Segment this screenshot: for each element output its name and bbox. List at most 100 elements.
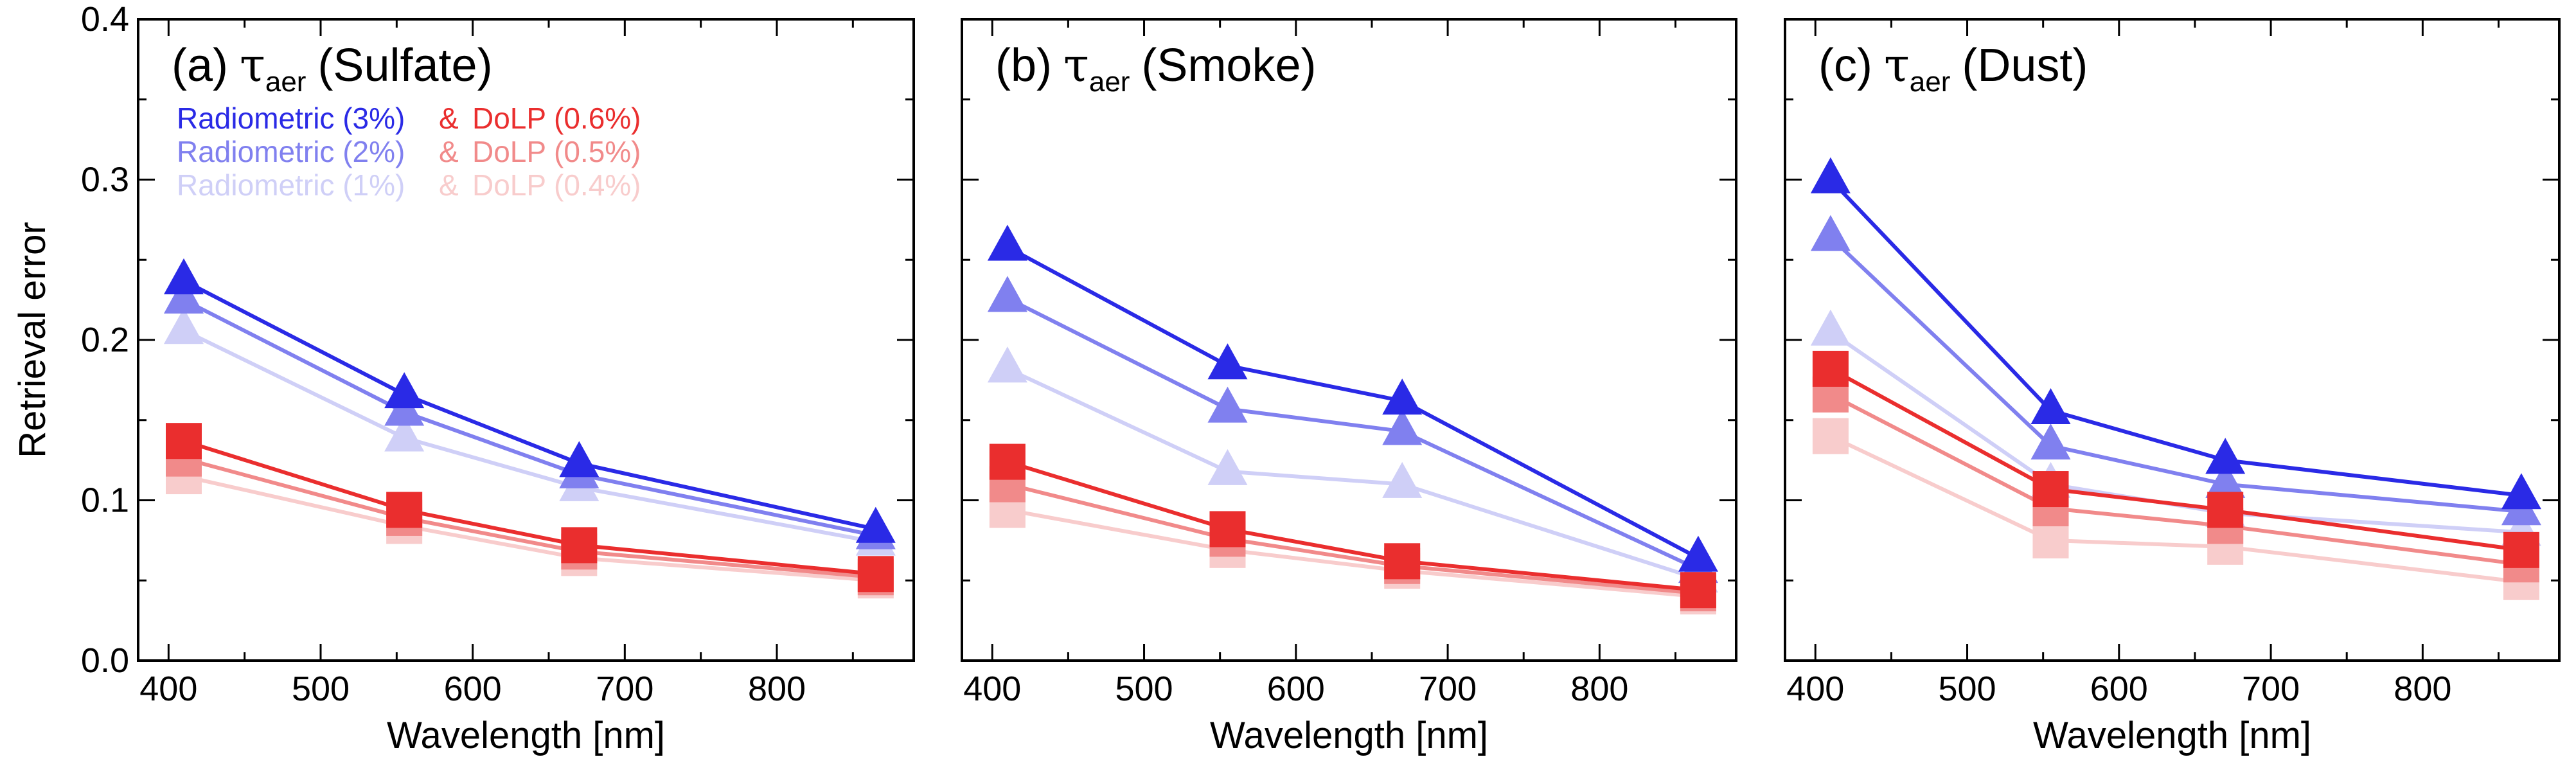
panel-title: (a) τaer (Sulfate) bbox=[172, 38, 493, 98]
legend-dolp-label: DoLP (0.4%) bbox=[472, 168, 641, 202]
series-radiometric-1 bbox=[1810, 309, 2541, 546]
square-marker bbox=[561, 527, 598, 564]
series-dolp-0-4 bbox=[166, 458, 894, 599]
x-tick-label: 600 bbox=[1267, 670, 1325, 708]
x-tick-label: 400 bbox=[1786, 670, 1844, 708]
legend-ampersand: & bbox=[439, 135, 459, 168]
legend-dolp-label: DoLP (0.5%) bbox=[472, 135, 641, 168]
series-line bbox=[183, 439, 876, 576]
title-panel-label: (c) bbox=[1818, 40, 1872, 91]
panel-title: (c) τaer (Dust) bbox=[1818, 38, 2088, 98]
y-tick-label: 0.1 bbox=[81, 481, 129, 520]
series-line bbox=[1829, 367, 2522, 552]
square-marker bbox=[2503, 531, 2539, 568]
triangle-marker bbox=[164, 277, 204, 314]
x-tick-label: 400 bbox=[139, 670, 197, 708]
legend-ampersand: & bbox=[439, 168, 459, 202]
x-tick-label: 500 bbox=[1115, 670, 1173, 708]
triangle-marker bbox=[2205, 461, 2246, 498]
series-line bbox=[182, 298, 876, 538]
triangle-marker bbox=[987, 224, 1027, 261]
x-tick-label: 500 bbox=[1938, 670, 1996, 708]
series-radiometric-3 bbox=[164, 258, 896, 543]
legend-ampersand: & bbox=[439, 102, 459, 135]
square-marker bbox=[857, 556, 894, 592]
triangle-marker bbox=[2205, 438, 2246, 474]
square-marker bbox=[2207, 492, 2244, 528]
title-title-suffix: (Smoke) bbox=[1141, 40, 1316, 91]
series-line bbox=[1829, 236, 2522, 513]
x-tick-label: 700 bbox=[596, 670, 653, 708]
series-dolp-0-6 bbox=[166, 423, 894, 592]
series-line bbox=[1829, 178, 2522, 497]
x-tick-label: 700 bbox=[1419, 670, 1477, 708]
chart-panel-1: 400 500 600 700 800 0.0 0.1 0.2 0.3 0.4 Wavelength… bbox=[12, 0, 915, 756]
square-marker bbox=[166, 423, 202, 459]
title-title-suffix: (Sulfate) bbox=[317, 40, 492, 91]
x-tick-label: 800 bbox=[1570, 670, 1628, 708]
legend-radiometric-label: Radiometric (3%) bbox=[177, 102, 405, 135]
series-line bbox=[1007, 482, 1699, 596]
series-line bbox=[1006, 245, 1700, 560]
x-axis-label: Wavelength [nm] bbox=[1210, 715, 1488, 756]
square-marker bbox=[1812, 418, 1849, 454]
legend-radiometric-label: Radiometric (1%) bbox=[177, 168, 405, 202]
title-panel-label: (b) bbox=[995, 40, 1052, 91]
triangle-marker bbox=[987, 276, 1027, 312]
legend-radiometric-label: Radiometric (2%) bbox=[177, 135, 405, 168]
triangle-marker bbox=[384, 415, 425, 452]
title-title-suffix: (Dust) bbox=[1962, 40, 2088, 91]
y-tick-label: 0.4 bbox=[81, 0, 129, 39]
y-axis-label: Retrieval error bbox=[12, 222, 53, 458]
triangle-marker bbox=[1207, 343, 1248, 380]
triangle-marker bbox=[559, 441, 600, 477]
legend-dolp-label: DoLP (0.6%) bbox=[472, 102, 641, 135]
series-line bbox=[182, 279, 876, 531]
y-tick-label: 0.0 bbox=[81, 641, 129, 680]
triangle-marker bbox=[2501, 473, 2541, 510]
x-tick-label: 800 bbox=[748, 670, 806, 708]
x-tick-label: 600 bbox=[444, 670, 502, 708]
series-line bbox=[182, 328, 876, 544]
triangle-marker bbox=[1810, 157, 1851, 193]
x-tick-label: 700 bbox=[2242, 670, 2300, 708]
triangle-marker bbox=[1382, 461, 1423, 498]
series-line bbox=[183, 456, 876, 580]
x-tick-label: 800 bbox=[2394, 670, 2451, 708]
series-dolp-0-6 bbox=[1812, 350, 2539, 568]
square-marker bbox=[2032, 471, 2069, 508]
triangle-marker bbox=[1382, 409, 1423, 445]
title-title-symbol: τ bbox=[240, 38, 265, 92]
series-radiometric-1 bbox=[987, 346, 1718, 593]
triangle-marker bbox=[1207, 449, 1248, 485]
triangle-marker bbox=[987, 346, 1027, 383]
triangle-marker bbox=[164, 258, 204, 294]
x-tick-label: 500 bbox=[292, 670, 350, 708]
triangle-marker bbox=[1382, 379, 1423, 415]
triangle-marker bbox=[1810, 215, 1851, 251]
series-line bbox=[1007, 459, 1699, 592]
series-line bbox=[183, 474, 876, 583]
square-marker bbox=[1680, 572, 1716, 609]
plot-frame bbox=[1784, 18, 2561, 662]
x-tick-label: 400 bbox=[963, 670, 1021, 708]
square-marker bbox=[989, 443, 1026, 480]
title-title-symbol: τ bbox=[1884, 38, 1910, 92]
series-line bbox=[1006, 296, 1700, 571]
x-axis-label: Wavelength [nm] bbox=[387, 715, 665, 756]
chart-panel-2: 400 500 600 700 800 Wavelength [nm] (b) τaer (Sm… bbox=[961, 18, 1737, 756]
x-axis-label: Wavelength [nm] bbox=[2033, 715, 2311, 756]
series-line bbox=[1007, 508, 1699, 599]
series-radiometric-3 bbox=[987, 224, 1718, 572]
series-line bbox=[1006, 367, 1699, 581]
square-marker bbox=[386, 492, 423, 528]
panel-title: (b) τaer (Smoke) bbox=[995, 38, 1316, 98]
series-line bbox=[1829, 434, 2522, 584]
x-tick-label: 600 bbox=[2090, 670, 2148, 708]
title-title-symbol: τ bbox=[1063, 38, 1089, 92]
y-tick-label: 0.2 bbox=[81, 321, 129, 359]
title-title-subscript: aer bbox=[1910, 66, 1951, 98]
series-radiometric-2 bbox=[987, 276, 1718, 583]
chart-panel-3: 400 500 600 700 800 Wavelength [nm] (c) τaer (Du… bbox=[1784, 18, 2561, 756]
